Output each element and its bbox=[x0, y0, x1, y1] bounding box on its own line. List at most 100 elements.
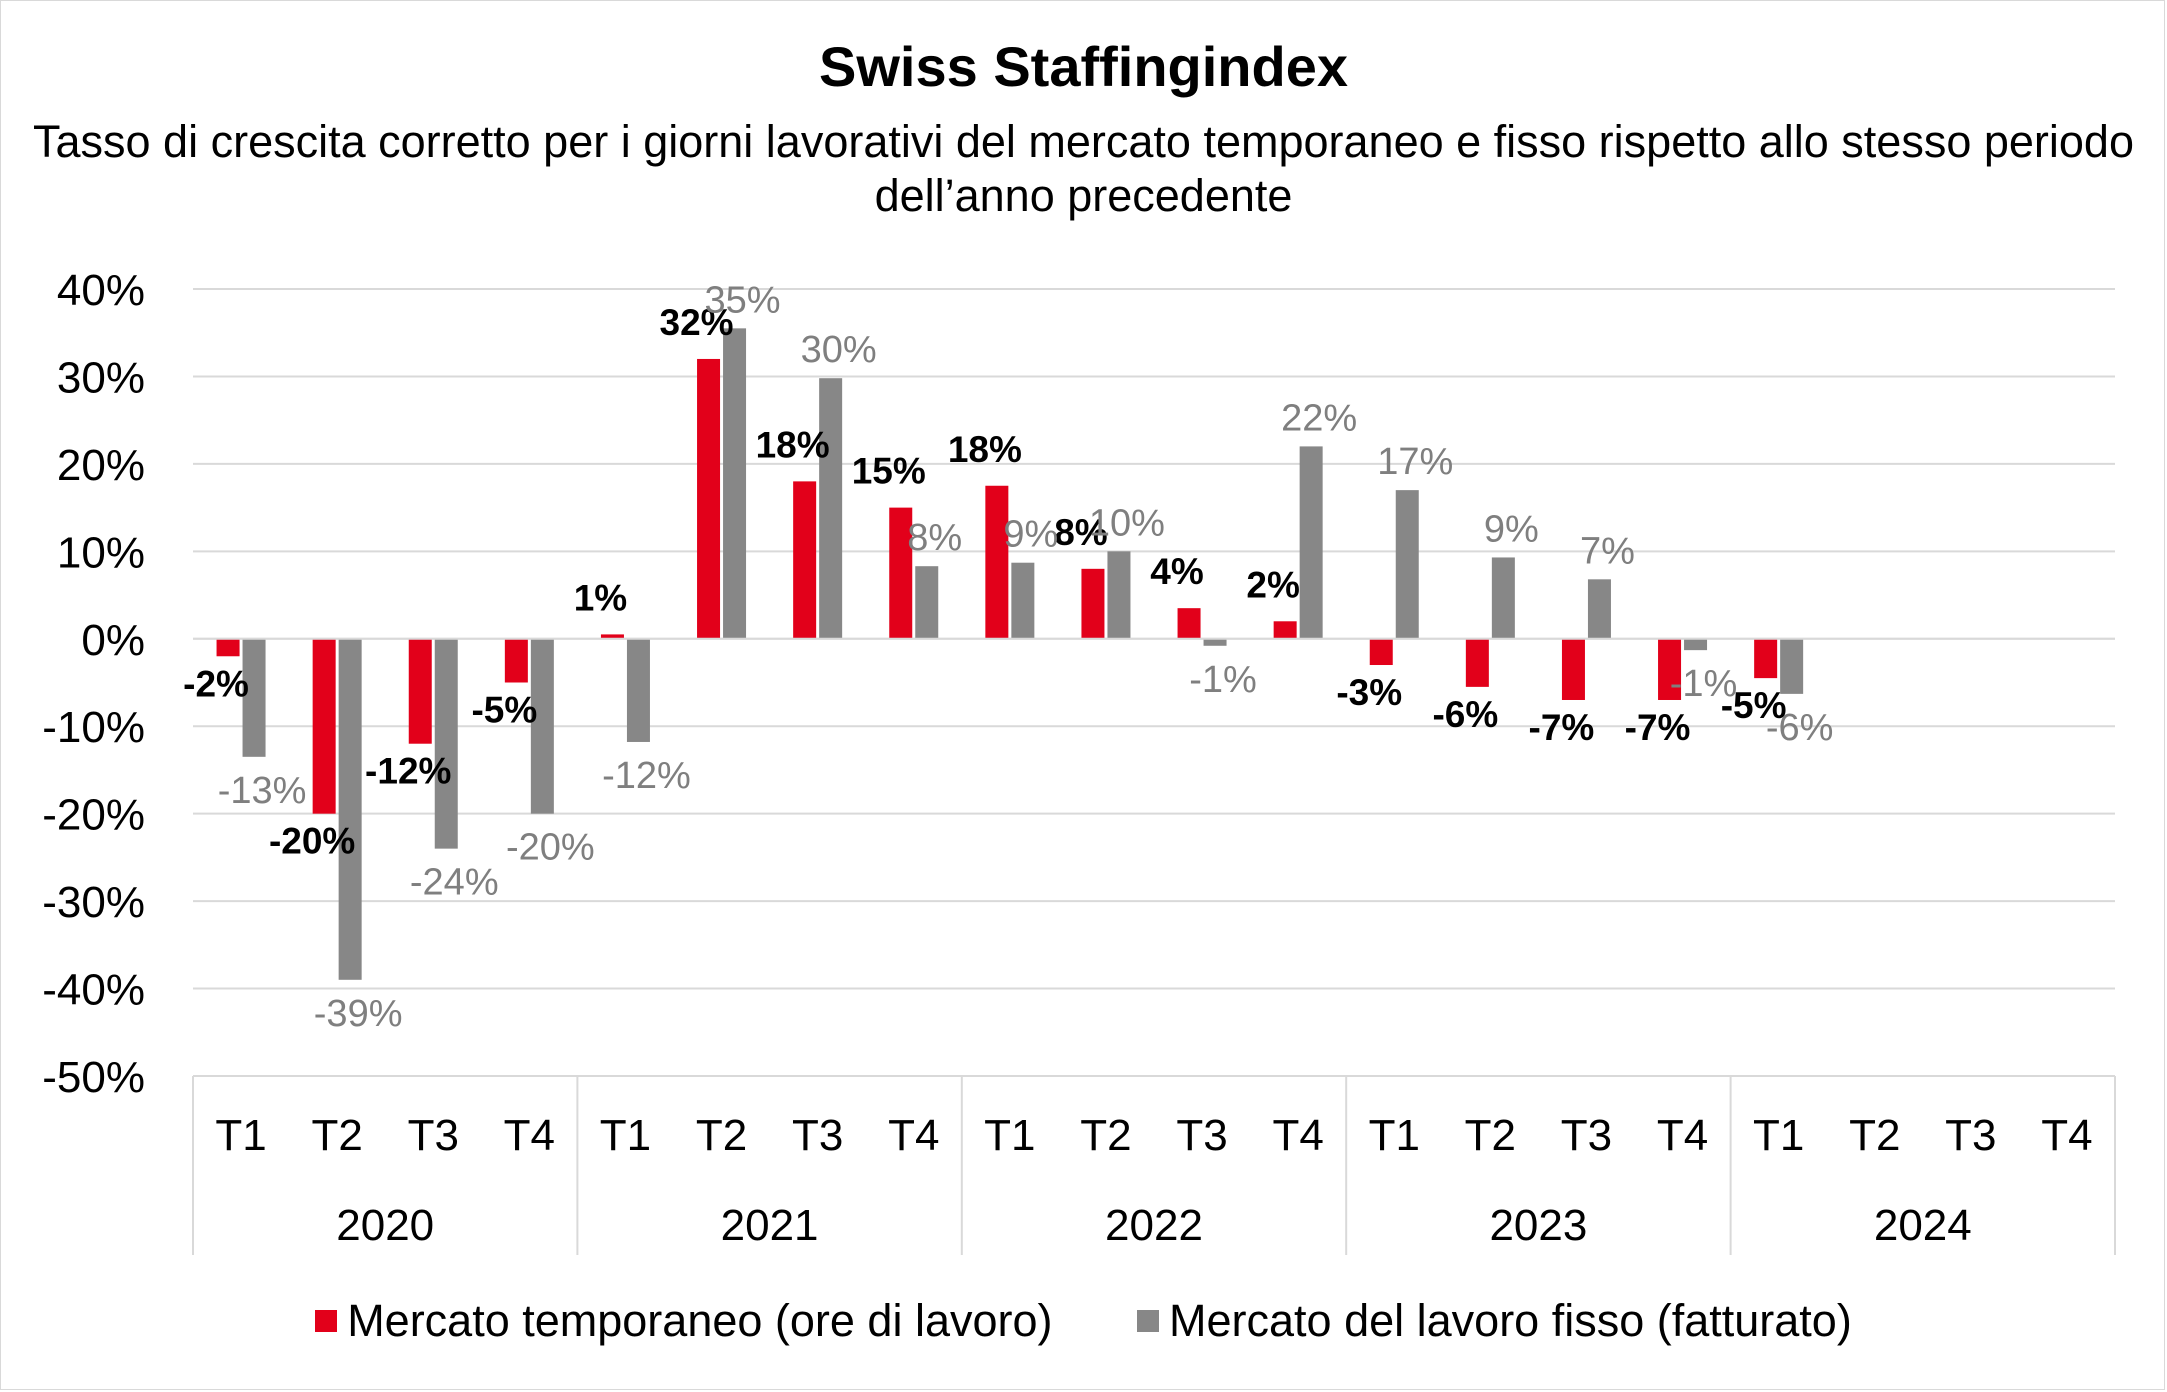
data-label: 9% bbox=[1003, 514, 1058, 556]
group-label: 2022 bbox=[1105, 1201, 1203, 1250]
bar bbox=[626, 638, 650, 742]
data-label: 15% bbox=[852, 451, 926, 492]
data-label: -20% bbox=[269, 821, 355, 862]
y-tick-label: 0% bbox=[81, 616, 145, 665]
bar bbox=[1395, 490, 1419, 639]
data-label: 22% bbox=[1281, 397, 1357, 439]
data-label: -7% bbox=[1529, 707, 1595, 748]
bar bbox=[504, 638, 528, 683]
bar bbox=[1177, 608, 1201, 639]
legend-swatch-fisso bbox=[1137, 1309, 1160, 1332]
data-label: 30% bbox=[801, 329, 877, 371]
x-tick-label: T1 bbox=[984, 1111, 1035, 1160]
x-tick-label: T1 bbox=[1753, 1111, 1804, 1160]
x-tick-label: T3 bbox=[1945, 1111, 1996, 1160]
legend-label-fisso: Mercato del lavoro fisso (fatturato) bbox=[1169, 1294, 1852, 1346]
group-label: 2021 bbox=[721, 1201, 819, 1250]
bar bbox=[1561, 638, 1585, 700]
data-label: -6% bbox=[1766, 707, 1834, 749]
bar bbox=[1491, 557, 1515, 639]
data-label: 4% bbox=[1150, 551, 1203, 592]
y-tick-label: 30% bbox=[57, 353, 145, 402]
legend: Mercato temporaneo (ore di lavoro) Merca… bbox=[0, 1290, 2167, 1347]
bar bbox=[1273, 621, 1297, 639]
x-tick-label: T3 bbox=[408, 1111, 459, 1160]
x-tick-label: T1 bbox=[600, 1111, 651, 1160]
bar bbox=[1465, 638, 1489, 687]
bar bbox=[1684, 638, 1708, 651]
x-tick-label: T2 bbox=[311, 1111, 362, 1160]
data-label: -2% bbox=[183, 663, 249, 704]
chart-title: Swiss Staffingindex bbox=[819, 35, 1348, 98]
x-tick-label: T4 bbox=[2041, 1111, 2092, 1160]
bar bbox=[434, 638, 458, 849]
bar bbox=[697, 358, 721, 639]
legend-item-fisso: Mercato del lavoro fisso (fatturato) bbox=[1137, 1292, 1852, 1347]
data-label: -1% bbox=[1670, 663, 1738, 705]
bar bbox=[312, 638, 336, 814]
bar bbox=[1081, 568, 1105, 639]
group-label: 2023 bbox=[1489, 1201, 1587, 1250]
data-label: 10% bbox=[1089, 502, 1165, 544]
data-label: -1% bbox=[1189, 659, 1257, 701]
x-tick-label: T4 bbox=[1272, 1111, 1323, 1160]
data-label: -5% bbox=[1721, 685, 1787, 726]
y-tick-label: -30% bbox=[42, 878, 145, 927]
x-tick-label: T3 bbox=[1176, 1111, 1227, 1160]
data-label: 18% bbox=[756, 424, 830, 465]
bar bbox=[1011, 562, 1035, 639]
bar bbox=[242, 638, 266, 757]
x-tick-label: T2 bbox=[1849, 1111, 1900, 1160]
bar bbox=[889, 507, 913, 639]
x-tick-label: T2 bbox=[696, 1111, 747, 1160]
x-tick-label: T2 bbox=[1465, 1111, 1516, 1160]
data-label: 9% bbox=[1484, 508, 1539, 550]
x-tick-label: T4 bbox=[504, 1111, 555, 1160]
data-label: -20% bbox=[506, 827, 595, 869]
x-tick-label: T1 bbox=[1369, 1111, 1420, 1160]
bar bbox=[793, 481, 817, 639]
x-tick-label: T4 bbox=[888, 1111, 939, 1160]
data-label: -5% bbox=[471, 690, 537, 731]
y-tick-label: -10% bbox=[42, 703, 145, 752]
data-label: 1% bbox=[574, 577, 627, 618]
x-tick-label: T3 bbox=[1561, 1111, 1612, 1160]
bar bbox=[1587, 579, 1611, 639]
data-label: 2% bbox=[1246, 564, 1299, 605]
data-label: 8% bbox=[1054, 512, 1107, 553]
legend-label-temporaneo: Mercato temporaneo (ore di lavoro) bbox=[347, 1294, 1053, 1346]
data-label: 8% bbox=[907, 517, 962, 559]
y-tick-label: -40% bbox=[42, 966, 145, 1015]
bar bbox=[723, 328, 747, 639]
data-label: 18% bbox=[948, 429, 1022, 470]
legend-item-temporaneo: Mercato temporaneo (ore di lavoro) bbox=[315, 1292, 1053, 1347]
data-label: 17% bbox=[1377, 441, 1453, 483]
bar bbox=[600, 634, 624, 639]
data-label: -24% bbox=[410, 862, 499, 904]
bar bbox=[338, 638, 362, 980]
bar bbox=[1658, 638, 1682, 700]
y-tick-label: 40% bbox=[57, 266, 145, 315]
legend-swatch-temporaneo bbox=[315, 1309, 338, 1332]
data-label: -13% bbox=[218, 770, 307, 812]
bar bbox=[1107, 551, 1131, 639]
y-tick-label: -50% bbox=[42, 1053, 145, 1102]
data-label: -12% bbox=[602, 755, 691, 797]
group-label: 2024 bbox=[1874, 1201, 1972, 1250]
bar bbox=[1299, 446, 1323, 639]
x-tick-label: T3 bbox=[792, 1111, 843, 1160]
data-label: 7% bbox=[1580, 530, 1635, 572]
x-tick-label: T2 bbox=[1080, 1111, 1131, 1160]
bar bbox=[1780, 638, 1804, 694]
bar bbox=[1754, 638, 1778, 679]
data-label: 35% bbox=[705, 279, 781, 321]
data-label: -6% bbox=[1432, 694, 1498, 735]
data-label: -39% bbox=[314, 993, 403, 1035]
bar bbox=[408, 638, 432, 744]
bar bbox=[915, 566, 939, 639]
chart-subtitle: Tasso di crescita corretto per i giorni … bbox=[33, 116, 2134, 221]
data-label: 32% bbox=[660, 302, 734, 343]
group-label: 2020 bbox=[336, 1201, 434, 1250]
y-tick-label: 20% bbox=[57, 441, 145, 490]
